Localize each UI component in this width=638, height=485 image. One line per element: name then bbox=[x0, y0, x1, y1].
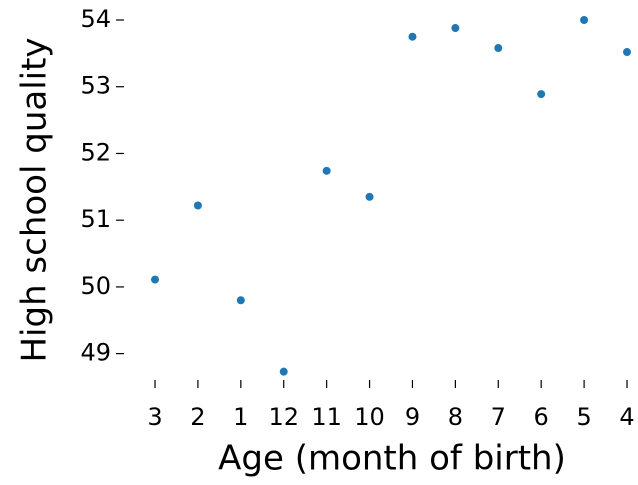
x-tick-label: 7 bbox=[491, 403, 506, 431]
point bbox=[279, 367, 288, 376]
x-tick-label: 8 bbox=[448, 403, 463, 431]
point bbox=[236, 296, 245, 305]
y-tick-label: 54 bbox=[80, 5, 111, 33]
point bbox=[623, 48, 631, 57]
y-axis-label: High school quality bbox=[15, 37, 55, 362]
point bbox=[193, 201, 202, 210]
point bbox=[580, 16, 589, 25]
x-tick-label: 4 bbox=[619, 403, 634, 431]
y-tick-label: 53 bbox=[80, 72, 111, 100]
x-tick-label: 9 bbox=[405, 403, 420, 431]
x-tick-label: 3 bbox=[147, 403, 162, 431]
point bbox=[365, 192, 374, 201]
x-tick-label: 2 bbox=[190, 403, 205, 431]
y-tick-label: 51 bbox=[80, 205, 111, 233]
point bbox=[494, 44, 503, 53]
x-tick-label: 12 bbox=[268, 403, 299, 431]
y-tick-label: 52 bbox=[80, 138, 111, 166]
point bbox=[151, 275, 159, 284]
x-tick-label: 10 bbox=[354, 403, 385, 431]
x-tick-label: 11 bbox=[311, 403, 342, 431]
x-tick-label: 6 bbox=[534, 403, 549, 431]
x-tick-label: 1 bbox=[233, 403, 248, 431]
point bbox=[322, 166, 331, 175]
point bbox=[537, 90, 546, 99]
x-tick-label: 5 bbox=[576, 403, 591, 431]
point bbox=[451, 24, 460, 33]
y-tick-label: 49 bbox=[80, 339, 111, 367]
point bbox=[408, 32, 417, 41]
x-axis-label: Age (month of birth) bbox=[218, 439, 566, 479]
y-tick-label: 50 bbox=[80, 272, 111, 300]
